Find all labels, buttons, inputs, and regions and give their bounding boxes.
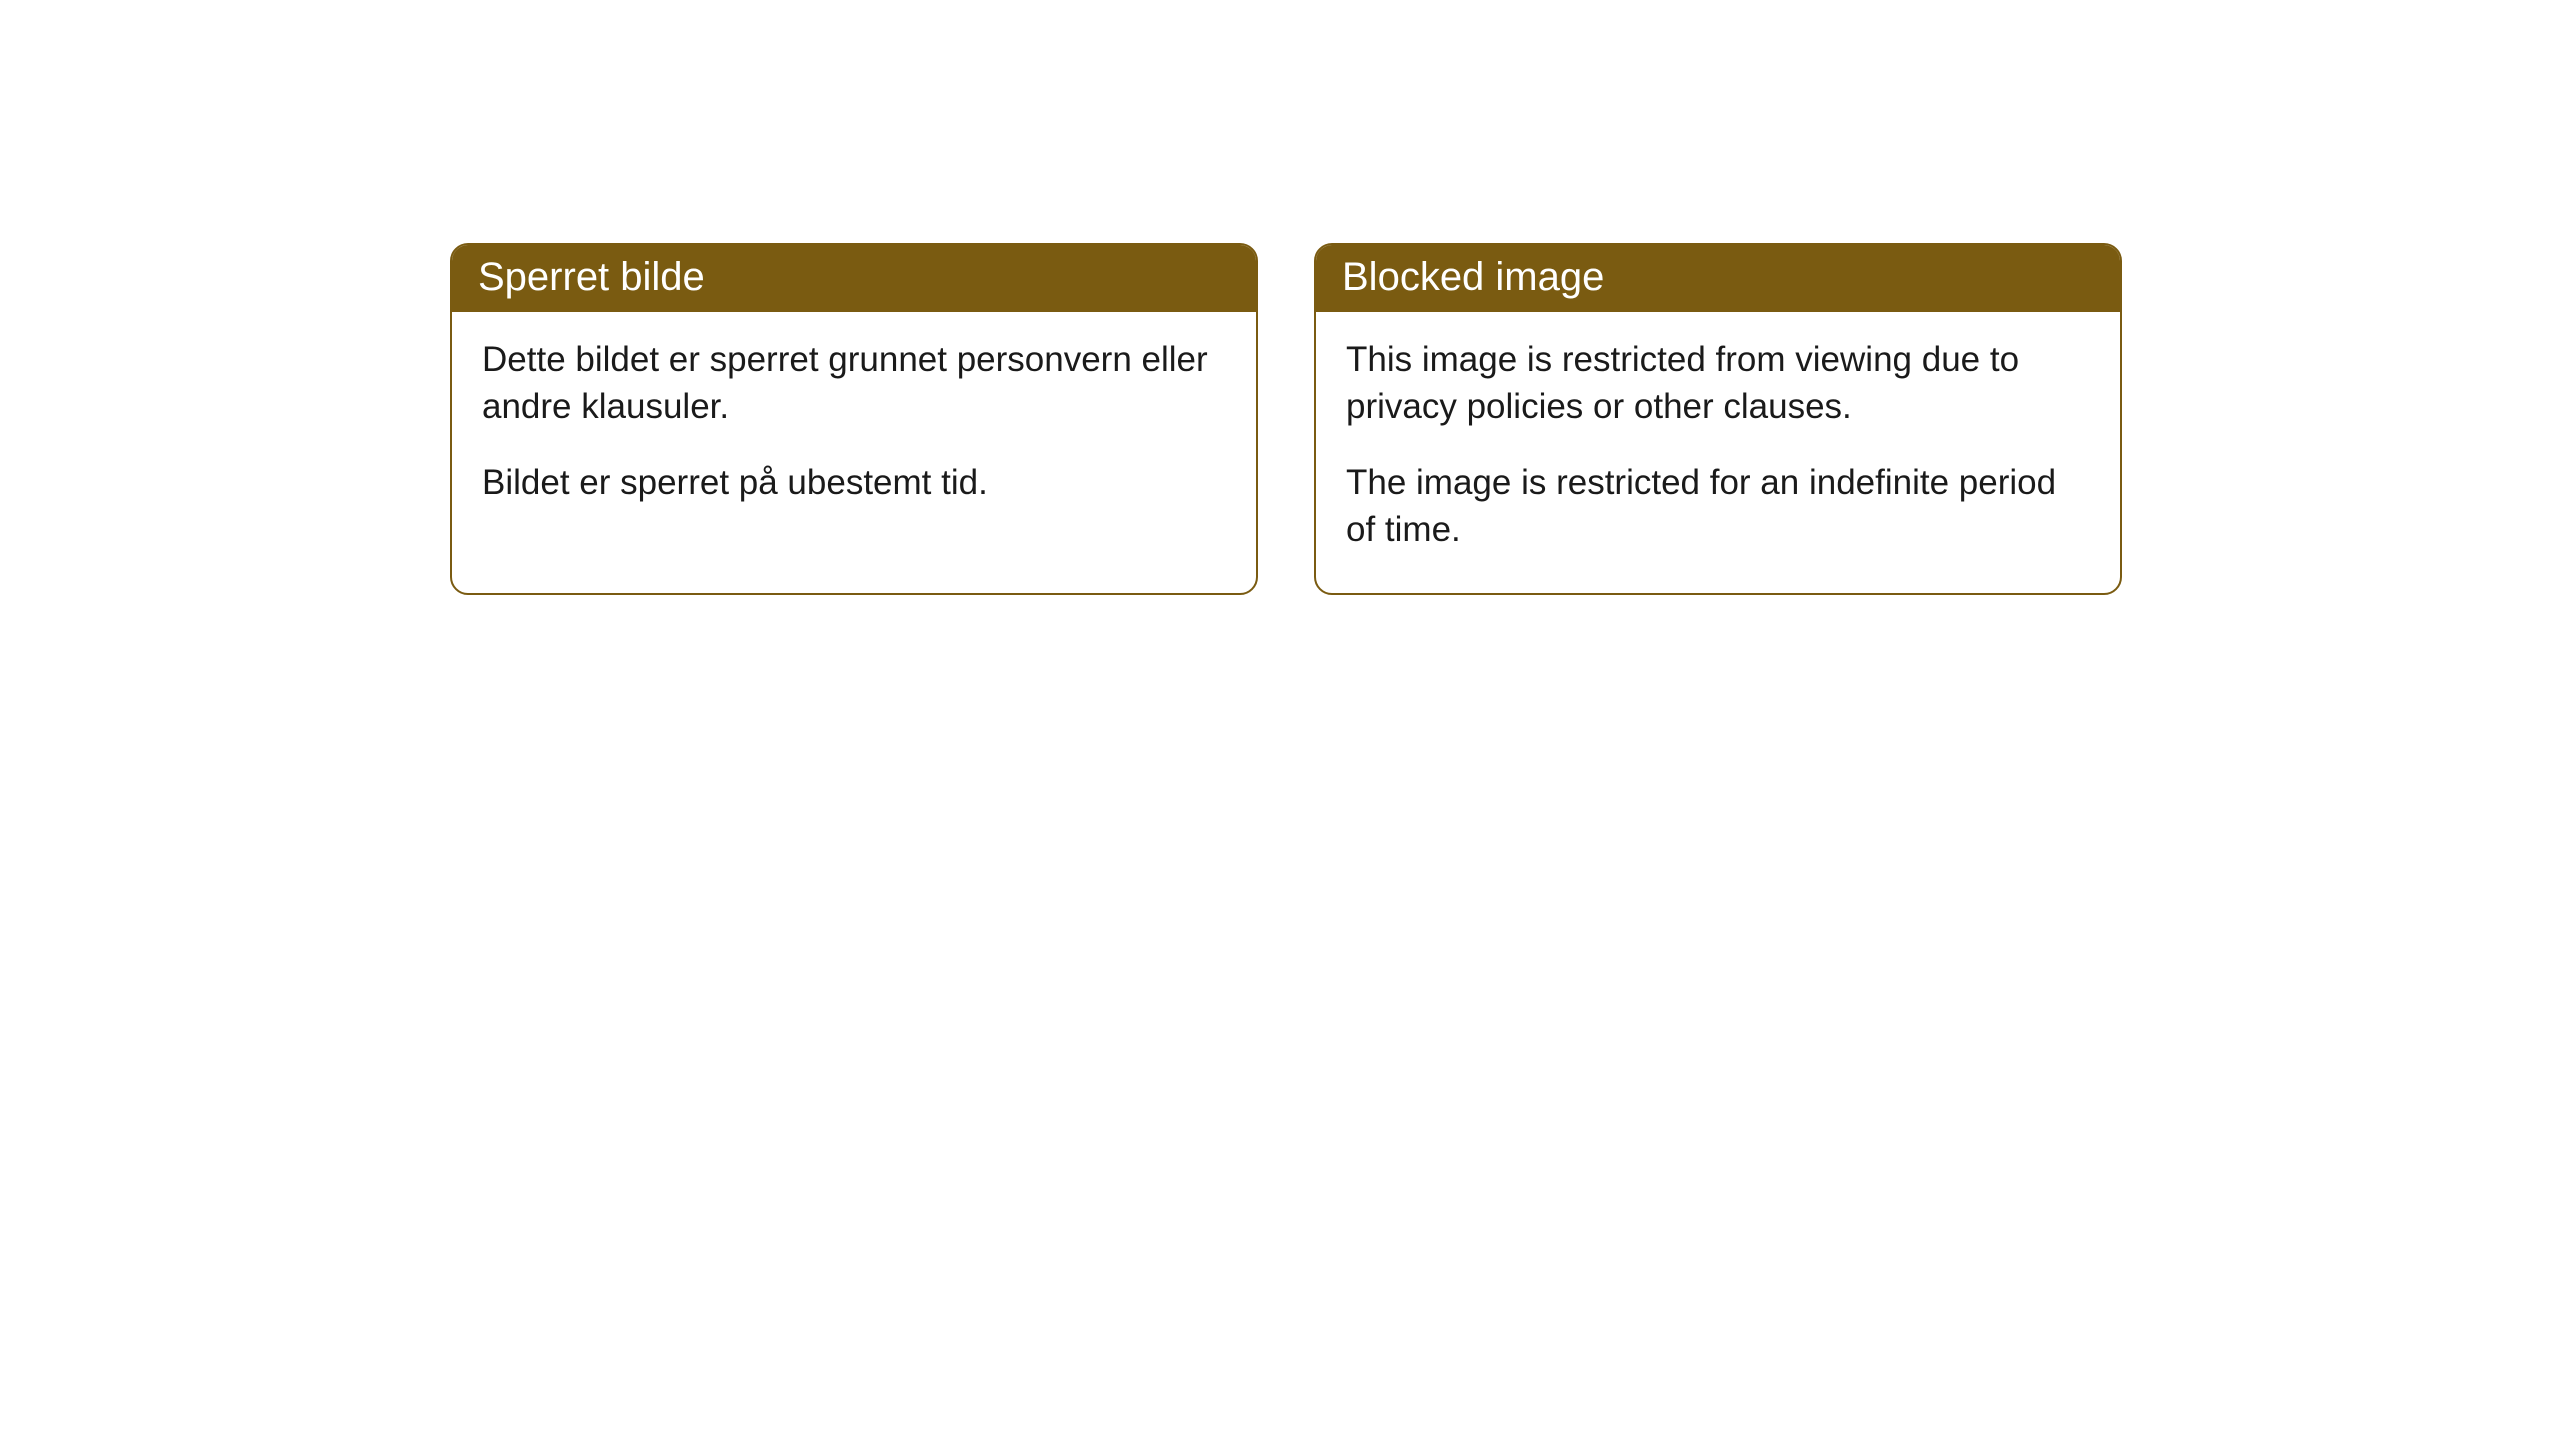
card-header: Blocked image (1316, 245, 2120, 312)
notice-card-english: Blocked image This image is restricted f… (1314, 243, 2122, 595)
card-title: Sperret bilde (478, 255, 705, 299)
card-body: Dette bildet er sperret grunnet personve… (452, 312, 1256, 546)
card-paragraph: Dette bildet er sperret grunnet personve… (482, 336, 1226, 431)
card-header: Sperret bilde (452, 245, 1256, 312)
notice-cards-container: Sperret bilde Dette bildet er sperret gr… (0, 0, 2560, 595)
card-title: Blocked image (1342, 255, 1604, 299)
card-paragraph: Bildet er sperret på ubestemt tid. (482, 459, 1226, 506)
notice-card-norwegian: Sperret bilde Dette bildet er sperret gr… (450, 243, 1258, 595)
card-paragraph: This image is restricted from viewing du… (1346, 336, 2090, 431)
card-body: This image is restricted from viewing du… (1316, 312, 2120, 593)
card-paragraph: The image is restricted for an indefinit… (1346, 459, 2090, 554)
